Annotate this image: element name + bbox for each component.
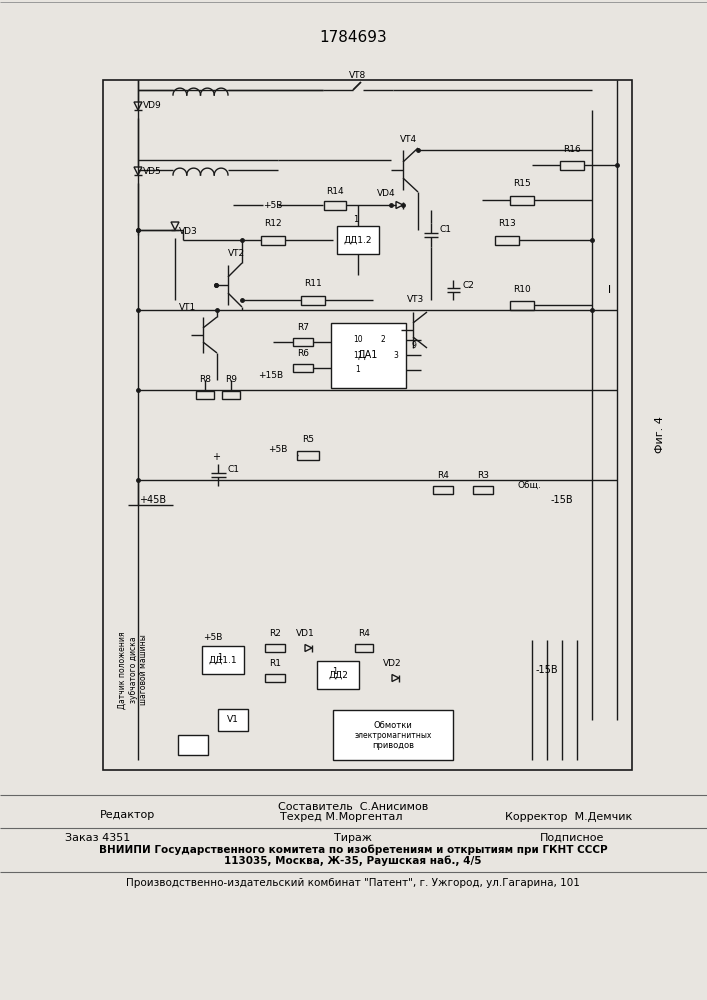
Text: ДА1: ДА1: [358, 350, 378, 360]
Bar: [261, 235, 285, 244]
Text: R4: R4: [358, 630, 370, 639]
Text: R15: R15: [513, 180, 531, 188]
Text: +45B: +45B: [139, 495, 167, 505]
Text: Техред М.Моргентал: Техред М.Моргентал: [280, 812, 402, 822]
Text: +5B: +5B: [204, 634, 223, 643]
Bar: [337, 226, 379, 254]
Text: -15B: -15B: [536, 665, 559, 675]
Text: ДД2: ДД2: [328, 670, 348, 680]
Text: 1: 1: [354, 216, 358, 225]
Bar: [433, 486, 453, 494]
Text: R1: R1: [269, 660, 281, 668]
Text: 1784693: 1784693: [319, 29, 387, 44]
Bar: [333, 710, 453, 760]
Text: VD5: VD5: [143, 167, 161, 176]
Text: 1: 1: [217, 652, 223, 662]
Text: R6: R6: [297, 350, 309, 359]
Text: VT2: VT2: [228, 248, 245, 257]
Bar: [324, 200, 346, 210]
Text: C1: C1: [227, 466, 239, 475]
Text: VT1: VT1: [180, 302, 197, 312]
Text: 1: 1: [356, 365, 361, 374]
Bar: [196, 391, 214, 399]
Bar: [317, 661, 359, 689]
Text: R7: R7: [297, 324, 309, 332]
Text: 10: 10: [354, 336, 363, 344]
Text: 9: 9: [411, 340, 416, 350]
Text: ДД1.2: ДД1.2: [344, 235, 373, 244]
Bar: [297, 450, 319, 460]
Text: +15B: +15B: [259, 370, 284, 379]
Bar: [265, 644, 285, 652]
Bar: [103, 80, 632, 770]
Text: 113035, Москва, Ж-35, Раушская наб., 4/5: 113035, Москва, Ж-35, Раушская наб., 4/5: [224, 856, 481, 866]
Text: Заказ 4351: Заказ 4351: [65, 833, 130, 843]
Text: +: +: [212, 452, 220, 462]
Text: Обмотки: Обмотки: [373, 720, 412, 730]
Text: ДД1.1: ДД1.1: [209, 656, 238, 664]
Bar: [510, 196, 534, 205]
Text: R4: R4: [437, 472, 449, 481]
Bar: [510, 300, 534, 310]
Bar: [495, 235, 519, 244]
Text: ВНИИПИ Государственного комитета по изобретениям и открытиям при ГКНТ СССР: ВНИИПИ Государственного комитета по изоб…: [99, 845, 607, 855]
Bar: [293, 338, 313, 346]
Text: VD4: VD4: [377, 188, 395, 198]
Bar: [560, 160, 584, 169]
Text: C1: C1: [440, 226, 452, 234]
Text: +5B: +5B: [269, 446, 288, 454]
Text: VD3: VD3: [179, 228, 197, 236]
Bar: [202, 646, 244, 674]
Text: VT4: VT4: [399, 135, 416, 144]
Text: R3: R3: [477, 472, 489, 481]
Text: C2: C2: [462, 280, 474, 290]
Text: VT8: VT8: [349, 70, 367, 80]
Bar: [301, 296, 325, 304]
Text: R5: R5: [302, 434, 314, 444]
Text: R2: R2: [269, 630, 281, 639]
Text: R11: R11: [304, 279, 322, 288]
Text: 1: 1: [332, 668, 338, 676]
Text: Фиг. 4: Фиг. 4: [655, 417, 665, 453]
Text: R16: R16: [563, 144, 581, 153]
Text: R8: R8: [199, 375, 211, 384]
Text: R12: R12: [264, 220, 282, 229]
Bar: [330, 322, 406, 387]
Text: Корректор  М.Демчик: Корректор М.Демчик: [505, 812, 632, 822]
Text: Подписное: Подписное: [540, 833, 604, 843]
Bar: [178, 735, 208, 755]
Text: R13: R13: [498, 220, 516, 229]
Text: +5B: +5B: [263, 200, 283, 210]
Bar: [355, 644, 373, 652]
Text: Тираж: Тираж: [334, 833, 372, 843]
Text: VT3: VT3: [407, 296, 425, 304]
Text: Датчик положения
зубчатого диска
шаговой машины: Датчик положения зубчатого диска шаговой…: [118, 631, 148, 709]
Bar: [265, 674, 285, 682]
Bar: [222, 391, 240, 399]
Bar: [473, 486, 493, 494]
Text: Производственно-издательский комбинат "Патент", г. Ужгород, ул.Гагарина, 101: Производственно-издательский комбинат "П…: [126, 878, 580, 888]
Text: 2: 2: [380, 336, 385, 344]
Bar: [218, 709, 248, 731]
Text: Общ.: Общ.: [518, 481, 542, 489]
Text: VD1: VD1: [296, 630, 315, 639]
Text: приводов: приводов: [372, 740, 414, 750]
Text: Составитель  С.Анисимов: Составитель С.Анисимов: [278, 802, 428, 812]
Text: электромагнитных: электромагнитных: [354, 730, 432, 740]
Bar: [293, 364, 313, 372]
Text: V1: V1: [227, 716, 239, 724]
Text: R9: R9: [225, 375, 237, 384]
Text: 3: 3: [394, 351, 399, 360]
Text: Редактор: Редактор: [100, 810, 156, 820]
Text: VD2: VD2: [382, 660, 402, 668]
Text: 11: 11: [354, 351, 363, 360]
Text: -15B: -15B: [551, 495, 573, 505]
Text: R14: R14: [326, 188, 344, 196]
Text: l: l: [609, 285, 612, 295]
Text: VD9: VD9: [143, 101, 161, 109]
Text: R10: R10: [513, 284, 531, 294]
